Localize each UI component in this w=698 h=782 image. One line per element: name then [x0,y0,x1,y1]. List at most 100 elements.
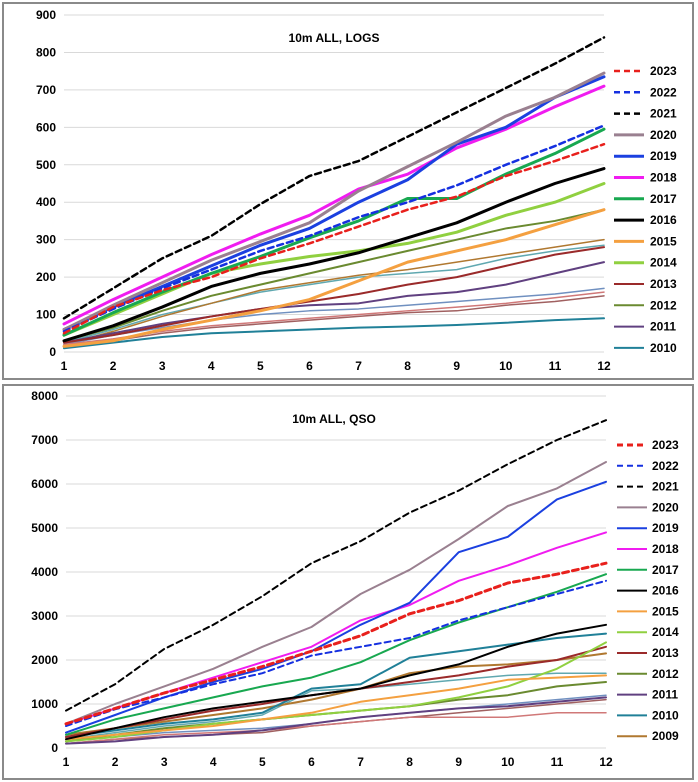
x-tick-label: 1 [63,755,70,769]
x-tick-label: 11 [549,359,562,373]
series-line-2023 [64,561,608,726]
series-line-2016 [65,623,607,741]
legend-label: 2018 [650,171,677,185]
series-line-2013 [63,246,605,344]
y-tick-label: 700 [36,83,56,97]
legend-label: 2010 [650,341,677,355]
y-tick-label: 400 [36,195,56,209]
y-tick-label: 500 [36,158,56,172]
series-line-2021 [65,419,607,712]
y-tick-label: 7000 [31,433,58,447]
x-tick-label: 5 [257,359,264,373]
legend-label: 2010 [652,708,679,722]
x-tick-label: 4 [210,755,217,769]
series-line-2011 [63,261,605,344]
x-tick-label: 6 [308,755,315,769]
legend-label: 2021 [650,107,677,121]
series-line [63,244,605,344]
series-line-2010 [65,632,607,738]
series-line-2016 [62,167,606,343]
x-tick-label: 5 [259,755,266,769]
x-tick-label: 2 [112,755,119,769]
legend-label: 2011 [652,688,678,702]
legend-label: 2009 [652,729,679,743]
legend-label: 2020 [652,500,679,514]
legend-label: 2015 [652,604,679,618]
x-tick-label: 8 [404,359,411,373]
series-line-2017 [65,573,607,736]
x-tick-label: 11 [551,755,564,769]
series-line-2021 [62,36,606,320]
series-line [63,295,605,348]
series-line-2022 [62,124,606,333]
series-line-2014 [62,182,606,337]
x-tick-label: 9 [453,359,460,373]
x-tick-label: 8 [406,755,413,769]
chart-title: 10m ALL, LOGS [289,31,380,45]
series-line [65,712,607,745]
x-tick-label: 7 [355,359,362,373]
x-tick-label: 12 [599,755,613,769]
series-line-2011 [65,696,607,745]
legend-label: 2023 [650,64,677,78]
legend-label: 2017 [650,192,677,206]
legend-label: 2012 [652,667,679,681]
y-tick-label: 3000 [31,609,58,623]
legend-label: 2018 [652,542,679,556]
qso-chart-panel: 0 1000 2000 3000 4000 5000 6000 7000 8000 1 2 3 4 5 6 7… [2,384,694,780]
x-tick-label: 2 [110,359,117,373]
x-tick-label: 4 [208,359,215,373]
x-tick-label: 10 [501,755,515,769]
legend-label: 2014 [650,256,677,270]
series-line-2022 [65,579,607,727]
legend-label: 2015 [650,234,677,248]
logs-chart-panel: 0 100 200 300 400 500 600 700 800 900 1 2 3 4 5 6 7 8 9 10 1… [2,2,694,380]
legend-label: 2014 [652,625,679,639]
legend-label: 2013 [650,277,677,291]
legend-label: 2023 [652,438,679,452]
y-tick-label: 800 [36,45,56,59]
series-line-2020 [65,461,607,725]
x-tick-label: 7 [357,755,364,769]
legend-label: 2013 [652,646,679,660]
legend-label: 2021 [652,480,679,494]
y-tick-label: 200 [36,270,56,284]
x-tick-label: 10 [499,359,513,373]
y-tick-label: 2000 [31,653,58,667]
series-line-2010 [63,317,605,350]
y-tick-label: 5000 [31,521,58,535]
series-line-2015 [62,208,606,348]
legend-label: 2022 [650,85,677,99]
series-line-2017 [62,127,606,337]
legend-label: 2016 [650,213,677,227]
y-tick-label: 0 [49,345,56,359]
legend-label: 2012 [650,298,677,312]
legend-label: 2019 [650,149,677,163]
y-tick-label: 100 [36,308,56,322]
y-tick-label: 6000 [31,477,58,491]
y-tick-label: 900 [36,8,56,22]
legend-label: 2020 [650,128,677,142]
series-line-2018 [62,84,606,326]
legend-label: 2016 [652,584,679,598]
series-line-2009 [65,652,607,736]
y-tick-label: 1000 [31,697,58,711]
y-tick-label: 4000 [31,565,58,579]
legend-label: 2011 [650,320,676,334]
series-line [63,238,605,346]
legend-label: 2017 [652,563,679,577]
series-line [63,287,605,346]
legend-label: 2022 [652,459,679,473]
x-tick-label: 3 [159,359,166,373]
y-tick-label: 8000 [31,389,58,403]
x-tick-label: 12 [597,359,611,373]
series-line-2015 [65,674,607,741]
y-tick-label: 300 [36,233,56,247]
x-tick-label: 3 [161,755,168,769]
chart-title: 10m ALL, QSO [292,412,376,426]
x-tick-label: 9 [455,755,462,769]
legend-label: 2019 [652,521,679,535]
series-line-2012 [63,208,605,342]
x-tick-label: 1 [61,359,68,373]
